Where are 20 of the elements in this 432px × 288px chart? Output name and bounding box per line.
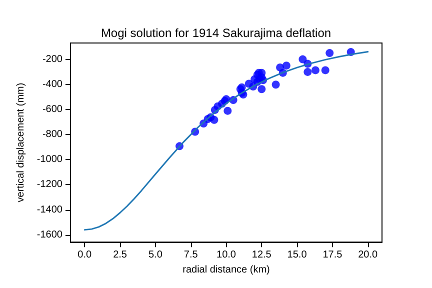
y-tick-label: -800 — [42, 129, 63, 140]
y-axis-title: vertical displacement (mm) — [16, 82, 26, 202]
x-tick-label: 0.0 — [78, 250, 92, 261]
y-tick-label: -600 — [42, 104, 63, 115]
y-tick-label: -1400 — [36, 204, 63, 216]
y-tick-label: -400 — [42, 78, 63, 90]
x-tick-label: 2.5 — [113, 250, 128, 261]
y-tick-label: -1000 — [36, 154, 63, 166]
y-tick-label: -1200 — [36, 179, 63, 190]
y-tick-label: -200 — [42, 54, 63, 65]
x-tick-label: 5.0 — [148, 250, 163, 261]
x-tick-label: 7.5 — [184, 250, 198, 261]
x-tick-label: 20.0 — [358, 250, 378, 261]
x-tick-label: 12.5 — [252, 250, 272, 261]
x-tick-label: 10.0 — [216, 250, 236, 261]
y-tick-label: -1600 — [36, 229, 63, 240]
x-tick-label: 15.0 — [287, 250, 308, 261]
chart-title: Mogi solution for 1914 Sakurajima deflation — [100, 26, 332, 40]
x-tick-label: 17.5 — [322, 250, 343, 261]
x-axis-title: radial distance (km) — [182, 264, 270, 276]
